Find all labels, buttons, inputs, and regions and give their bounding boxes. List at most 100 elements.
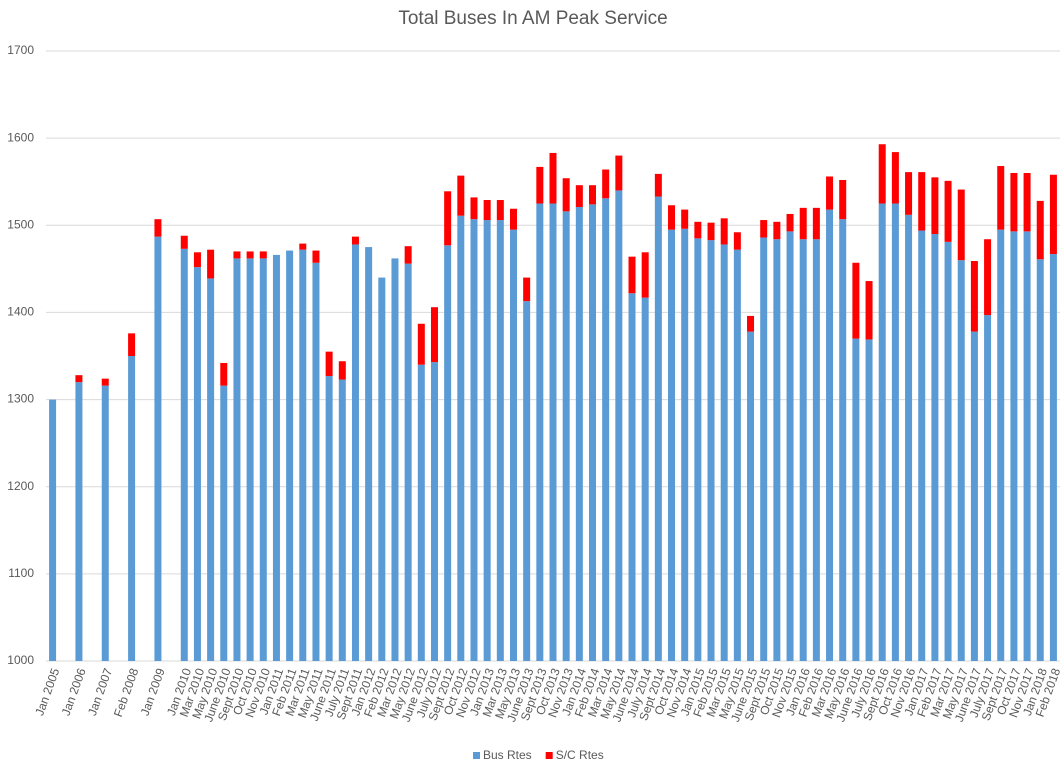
bar-segment [75,375,83,383]
legend-swatch [473,752,480,759]
bar-segment [299,249,307,661]
x-tick-label: Feb 2008 [111,666,142,719]
bar-segment [128,333,136,356]
bar-segment [496,200,504,221]
bar-segment [180,248,188,662]
bar-segment [839,179,847,220]
bar-segment [720,218,728,245]
bar-segment [970,261,978,332]
bar-segment [391,258,399,661]
bar-segment [365,247,373,662]
bar-segment [312,262,320,661]
y-tick-label: 1600 [7,130,34,144]
bar-segment [101,378,109,386]
bar-segment [997,166,1005,230]
bar-segment [207,249,215,279]
y-tick-label: 1400 [7,305,34,319]
bar-segment [957,189,965,261]
bar-segment [1010,173,1018,232]
bar-segment [233,258,241,661]
bar-segment [378,277,386,661]
bar-segment [509,208,517,230]
bar-segment [180,235,188,249]
bar-segment [312,250,320,263]
bar-segment [1036,259,1044,661]
bar-segment [918,172,926,231]
bar-segment [444,191,452,246]
bar-segment [786,231,794,661]
bar-segment [259,258,267,661]
y-tick-label: 1500 [7,217,34,231]
bar-segment [523,277,531,302]
bar-segment [457,175,465,216]
bar-segment [944,241,952,662]
bar-segment [668,229,676,661]
bar-segment [747,315,755,332]
bar-segment [549,152,557,204]
bar-segment [891,203,899,661]
bar-segment [207,278,215,661]
bar-segment [694,221,702,239]
bar-segment [128,356,136,661]
bar-segment [970,331,978,661]
bar-segment [826,209,834,661]
y-tick-label: 1200 [7,479,34,493]
bar-segment [1010,231,1018,661]
bar-segment [549,203,557,661]
bar-segment [733,232,741,250]
bar-segment [536,166,544,204]
bar-segment [286,250,294,662]
bar-segment [615,155,623,191]
bar-segment [417,323,425,365]
bar-segment [351,236,359,245]
bar-segment [773,221,781,240]
bar-segment [826,176,834,210]
bar-segment [299,243,307,250]
legend-label: S/C Rtes [556,748,604,761]
bar-segment [720,244,728,661]
bar-segment [49,399,57,661]
bar-segment [615,190,623,661]
bar-segment [891,152,899,204]
bar-segment [536,203,544,661]
legend-swatch [545,752,553,759]
x-tick-label: Jan 2005 [32,666,62,717]
bar-segment [272,254,280,661]
bar-segment [654,196,662,661]
bar-segment [641,252,649,298]
bar-segment [628,256,636,294]
bar-segment [1023,231,1031,661]
bar-segment [351,244,359,661]
bar-segment [681,209,689,229]
bar-segment [483,220,491,662]
bar-segment [812,207,820,240]
bar-segment [325,351,333,377]
bar-segment [101,385,109,661]
bar-segment [75,382,83,661]
bar-segment [760,237,768,661]
bar-segment [430,362,438,661]
bar-segment [957,260,965,661]
bar-segment [654,173,662,197]
bar-segment [905,172,913,215]
bar-segment [523,301,531,661]
bar-segment [865,339,873,661]
bar-segment [931,177,939,234]
bar-segment [575,185,583,207]
x-tick-label: Jan 2007 [85,666,115,717]
bar-segment [760,220,768,238]
bar-segment [997,229,1005,661]
bar-segment [404,263,412,661]
bar-segment [852,338,860,661]
bar-segment [154,219,162,237]
bar-segment [233,251,241,259]
bar-segment [430,307,438,363]
bar-segment [562,211,570,662]
bar-segment [509,229,517,661]
bar-segment [799,239,807,661]
bar-segment [193,267,201,661]
bar-segment [575,206,583,661]
bar-segment [707,222,715,241]
bar-segment [984,315,992,661]
